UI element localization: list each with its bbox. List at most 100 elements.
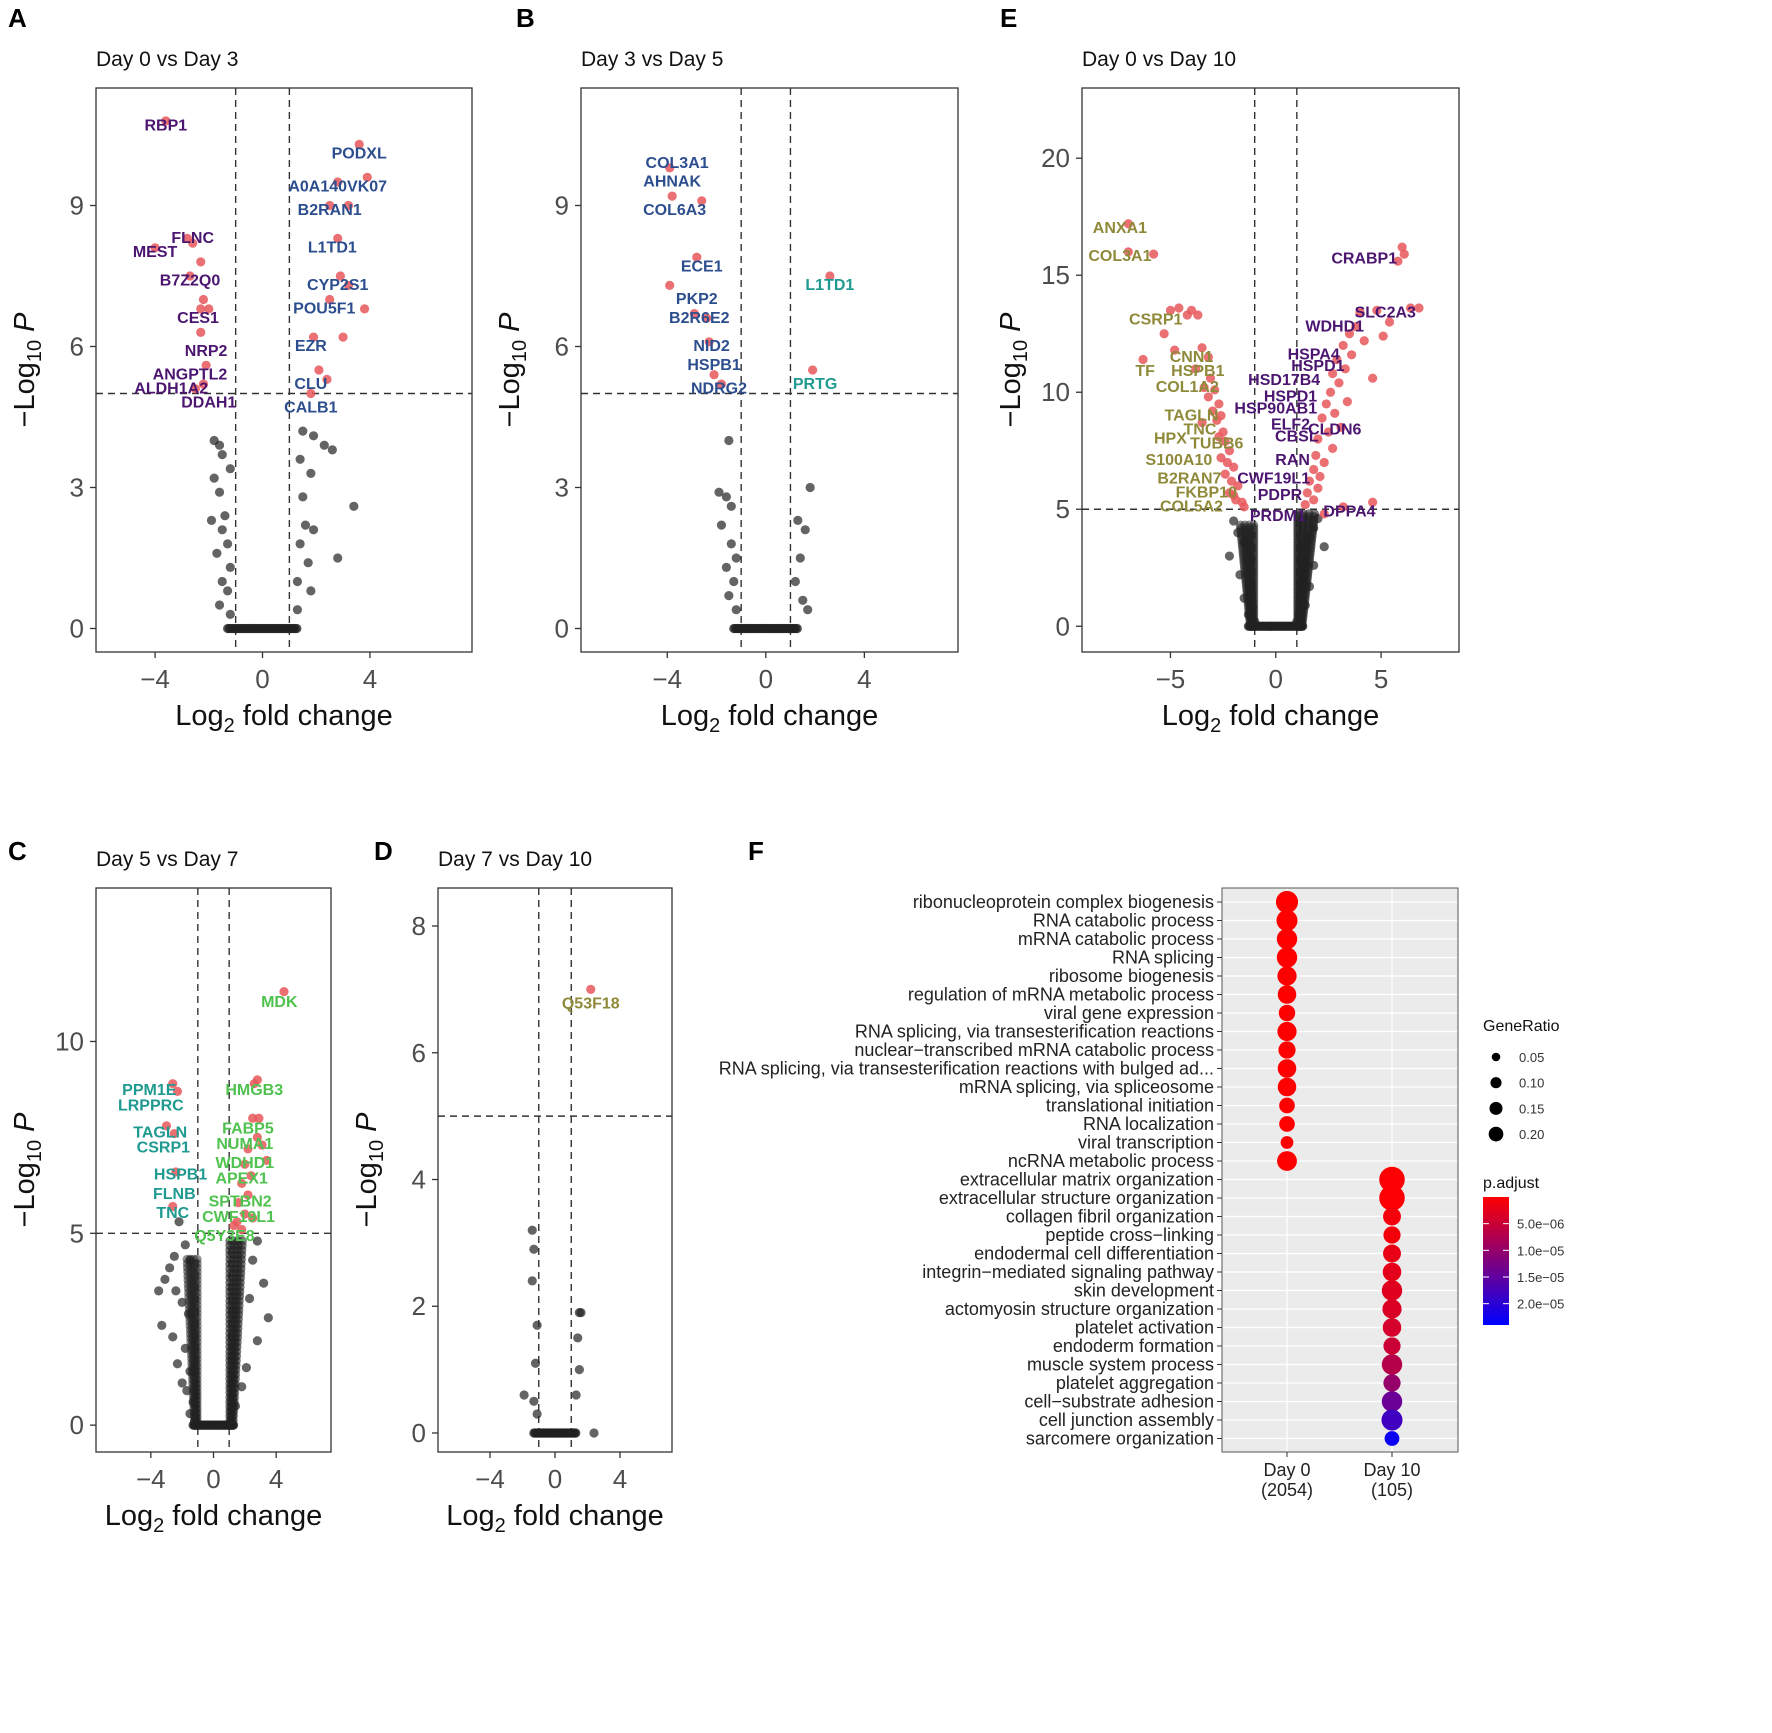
- ns-point: [217, 576, 227, 587]
- gene-label: B2R6E2: [669, 310, 730, 327]
- gene-label: HSPA4: [1288, 346, 1340, 363]
- legend-size-dot: [1488, 1126, 1504, 1142]
- ns-point: [295, 454, 305, 464]
- y-tick-label: 0: [70, 1410, 84, 1440]
- ns-point: [177, 1378, 187, 1388]
- sig-point: [1368, 373, 1378, 383]
- gene-label: CSRP1: [1129, 311, 1182, 328]
- gene-label: EZR: [295, 338, 327, 355]
- go-dot: [1278, 1041, 1296, 1059]
- sig-point: [190, 384, 200, 394]
- gene-label: SPTBN2: [209, 1193, 272, 1210]
- gene-label: TAGLN: [133, 1124, 187, 1141]
- sig-point: [237, 1178, 247, 1189]
- ns-point: [1304, 532, 1315, 542]
- gene-label: CALB1: [284, 399, 337, 416]
- ns-point: [576, 1307, 586, 1318]
- ns-point: [225, 562, 235, 573]
- y-tick-label: 0: [412, 1418, 426, 1448]
- gene-label: CNN1: [1170, 349, 1214, 366]
- go-dot: [1279, 1116, 1295, 1132]
- ns-point: [300, 520, 311, 530]
- sig-point: [1302, 488, 1312, 498]
- color-bar: [1483, 1197, 1509, 1325]
- ns-point: [306, 586, 316, 596]
- gene-label: A0A140VK07: [288, 178, 387, 195]
- gene-label: NID2: [693, 338, 730, 355]
- ns-point: [1294, 609, 1304, 620]
- ns-point: [729, 576, 739, 587]
- gene-label: TAGLN: [1165, 407, 1219, 424]
- sig-point: [161, 1121, 172, 1131]
- ns-point: [1292, 616, 1302, 627]
- ns-point: [160, 1274, 170, 1284]
- go-dot: [1277, 985, 1297, 1004]
- sig-point: [248, 1213, 258, 1223]
- sig-point: [1174, 303, 1184, 313]
- sig-point: [1186, 305, 1197, 315]
- sig-point: [354, 139, 364, 149]
- go-dot: [1276, 947, 1298, 968]
- sig-point: [697, 196, 707, 206]
- sig-point: [1220, 469, 1230, 479]
- sig-point: [1368, 497, 1378, 507]
- gene-label: Q53F18: [562, 995, 620, 1012]
- ns-point: [529, 1244, 539, 1254]
- color-bar-label: 2.0e−05: [1517, 1297, 1564, 1312]
- sig-point: [1328, 443, 1338, 453]
- ns-point: [214, 487, 225, 497]
- go-term-label: viral transcription: [1078, 1133, 1214, 1153]
- ns-point: [308, 525, 319, 535]
- x-tick-label: 5: [1374, 664, 1388, 694]
- gene-label: TUBB6: [1190, 435, 1243, 452]
- go-term-label: translational initiation: [1046, 1096, 1214, 1116]
- gene-label: HSPB1: [154, 1167, 207, 1184]
- y-tick-label: 20: [1041, 143, 1070, 173]
- go-dot: [1383, 1207, 1401, 1226]
- ns-point: [225, 609, 235, 620]
- ns-point: [190, 1416, 200, 1426]
- go-dot: [1381, 1391, 1403, 1412]
- sig-point: [171, 1167, 181, 1177]
- y-tick-label: 0: [70, 614, 84, 644]
- gene-label: CLU: [294, 376, 327, 393]
- sig-point: [243, 1190, 253, 1200]
- panel-letter: B: [516, 3, 535, 33]
- ns-point: [1239, 593, 1249, 603]
- y-tick-label: 3: [555, 473, 569, 503]
- ns-point: [237, 1236, 247, 1246]
- sig-point: [1203, 352, 1213, 362]
- ns-point: [349, 501, 359, 511]
- y-tick-label: 0: [1056, 611, 1070, 641]
- ns-point: [1235, 570, 1245, 580]
- sig-point: [362, 172, 372, 182]
- ns-point: [185, 1366, 195, 1377]
- y-tick-label: 5: [1056, 494, 1070, 524]
- y-tick-label: 9: [555, 191, 569, 221]
- gene-label: CSRP1: [137, 1140, 190, 1157]
- ns-point: [180, 1240, 190, 1250]
- go-dot: [1277, 1021, 1297, 1042]
- go-term-label: sarcomere organization: [1026, 1429, 1214, 1449]
- x-axis-title: Log2 fold change: [105, 1500, 323, 1537]
- ns-point: [237, 1382, 247, 1392]
- ns-point: [165, 1263, 175, 1273]
- gene-label: Q5Y3E8: [194, 1228, 255, 1245]
- go-term-label: RNA splicing, via transesterification re…: [855, 1022, 1214, 1042]
- gene-label: S100A10: [1146, 452, 1213, 469]
- y-tick-label: 15: [1041, 260, 1070, 290]
- go-dot: [1276, 928, 1298, 950]
- ns-point: [721, 492, 731, 502]
- gene-label: ECE1: [681, 258, 723, 275]
- go-dot: [1384, 1431, 1400, 1446]
- sig-point: [702, 313, 712, 323]
- sig-point: [169, 1128, 179, 1139]
- sig-point: [1233, 481, 1243, 491]
- sig-point: [168, 1201, 178, 1212]
- sig-point: [196, 257, 206, 267]
- gene-label: COL3A1: [1088, 248, 1151, 265]
- x-tick-label: −5: [1156, 664, 1186, 694]
- legend-size-dot: [1490, 1077, 1502, 1089]
- sig-point: [1170, 345, 1180, 355]
- gene-label: HSD17B4: [1248, 372, 1320, 389]
